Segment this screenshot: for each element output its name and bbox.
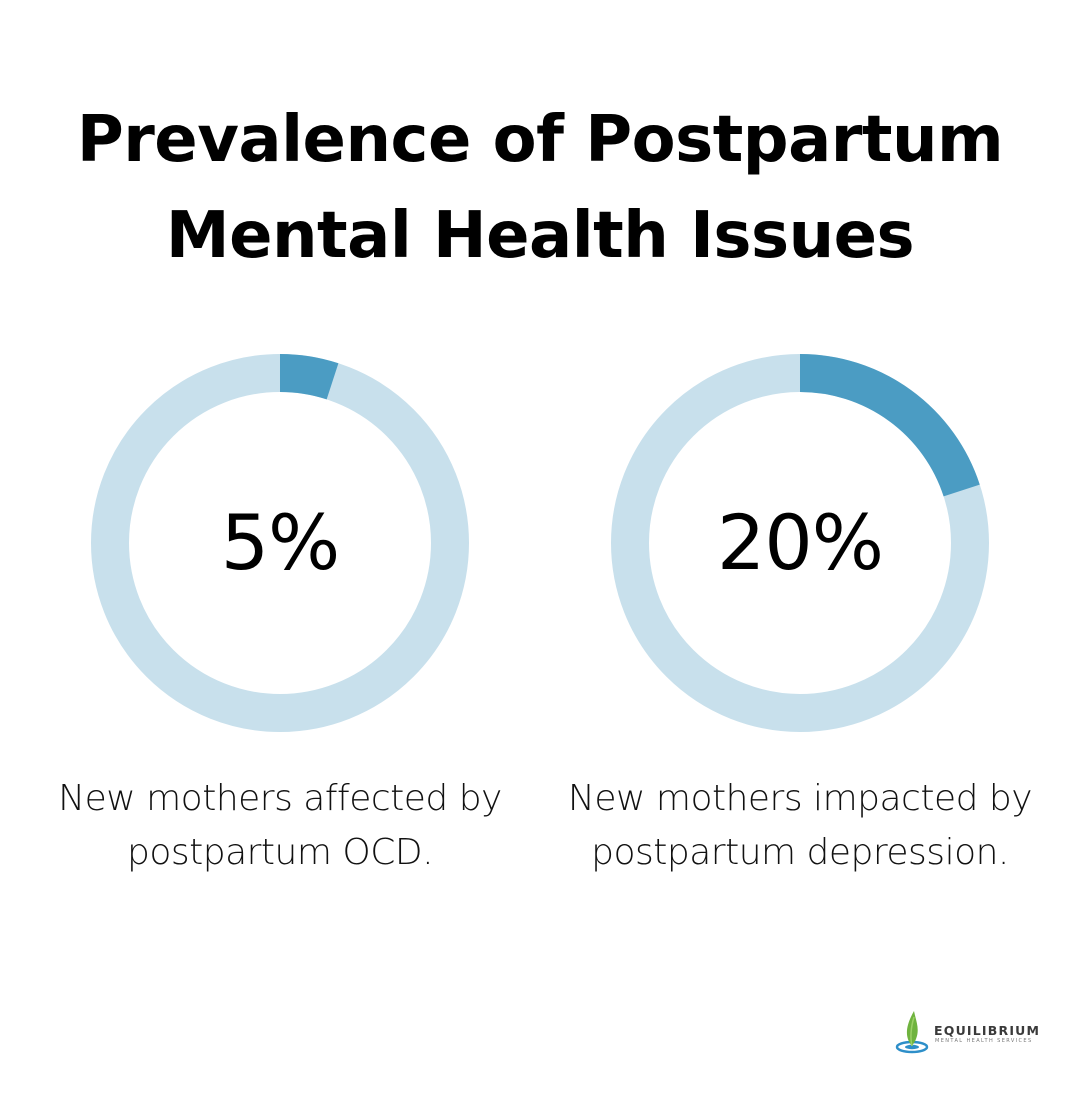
donut-chart-ocd: 5% [90, 353, 470, 733]
leaf-droplet-icon [895, 1011, 929, 1054]
caption-ocd-line-1: New mothers affected by [58, 778, 502, 819]
page-title: Prevalence of Postpartum Mental Health I… [0, 92, 1080, 284]
logo-wordmark: EQUILIBRIUM [934, 1023, 1041, 1038]
caption-depression-line-2: postpartum depression. [591, 832, 1009, 873]
donut-chart-ocd-graphic [91, 354, 469, 732]
caption-depression: New mothers impacted by postpartum depre… [540, 772, 1060, 880]
equilibrium-logo: EQUILIBRIUM MENTAL HEALTH SERVICES [894, 1003, 1044, 1059]
donut-arc-ocd [279, 354, 339, 400]
donut-chart-depression-graphic [611, 354, 989, 732]
donut-value-depression: 20% [717, 498, 884, 587]
title-line-1: Prevalence of Postpartum [76, 103, 1004, 177]
title-line-2: Mental Health Issues [165, 199, 915, 273]
caption-depression-line-1: New mothers impacted by [567, 778, 1033, 819]
caption-ocd-line-2: postpartum OCD. [126, 832, 434, 873]
caption-ocd: New mothers affected by postpartum OCD. [20, 772, 540, 880]
donut-chart-depression: 20% [610, 353, 990, 733]
logo-tagline: MENTAL HEALTH SERVICES [935, 1038, 1033, 1044]
donut-arc-depression [799, 354, 980, 497]
donut-value-ocd: 5% [220, 498, 341, 587]
